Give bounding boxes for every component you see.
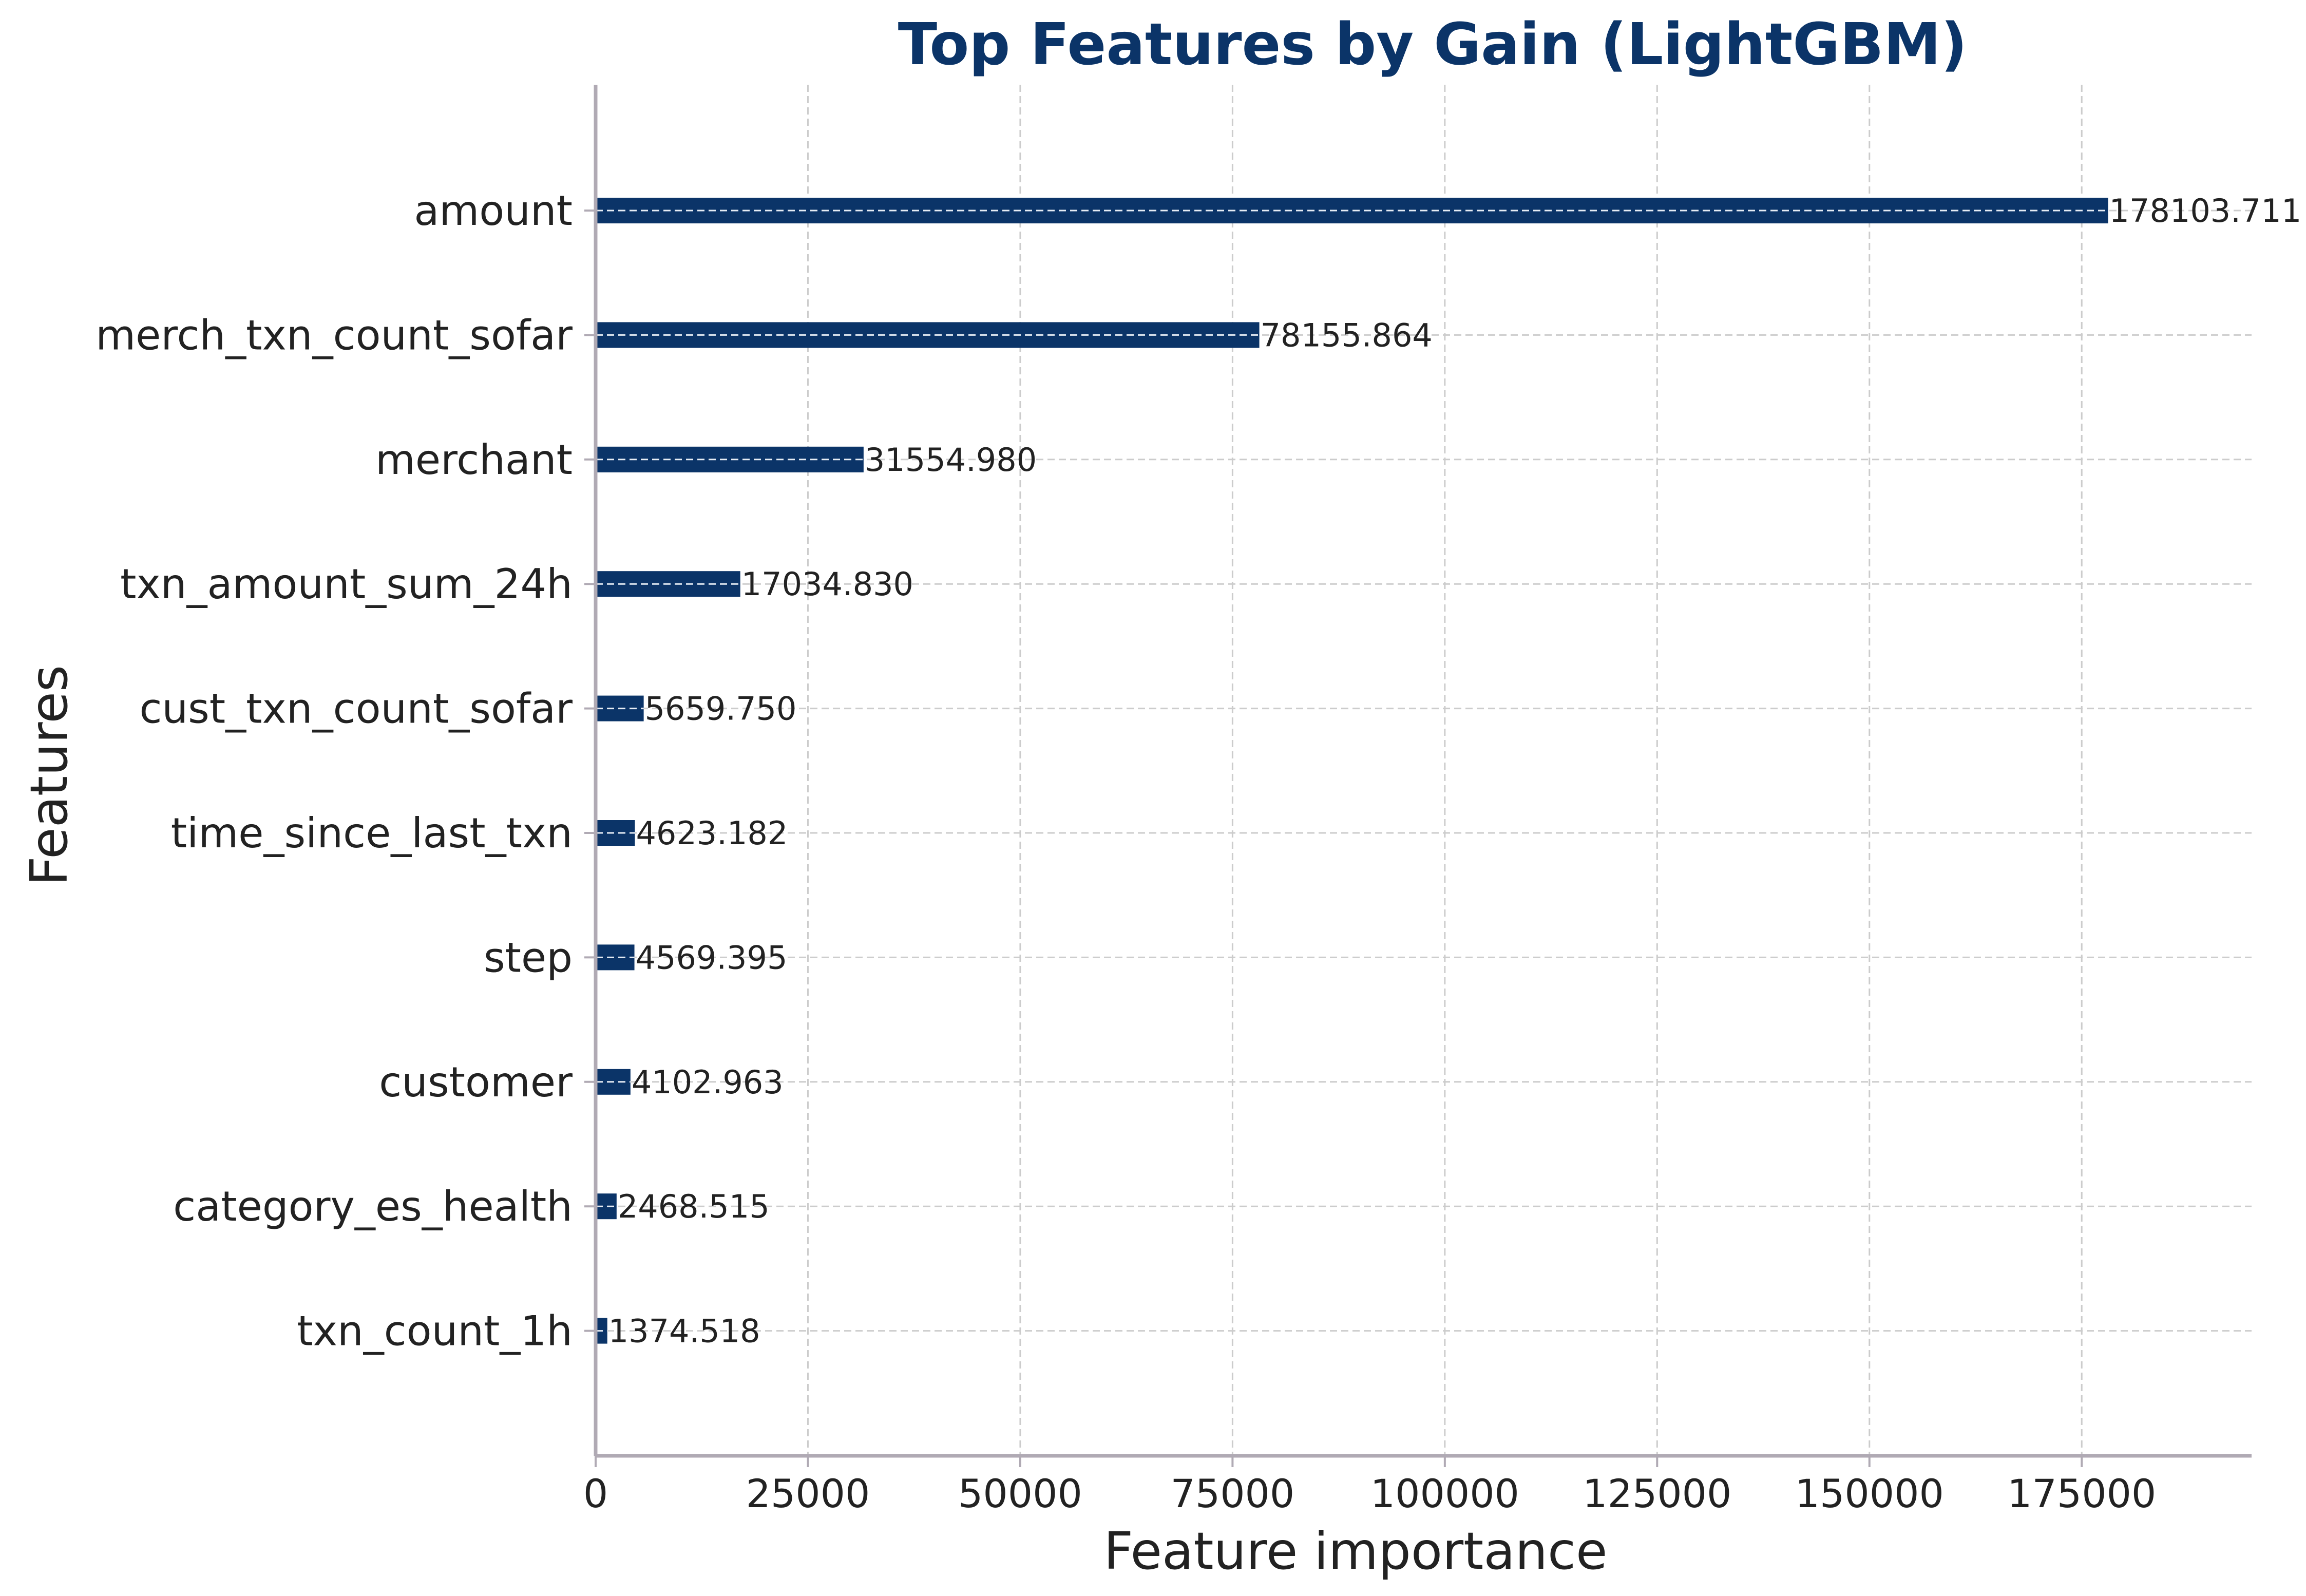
y-tick-label: txn_amount_sum_24h <box>120 560 573 608</box>
y-tick-labels: amount merch_txn_count_sofar merchant txn_a… <box>96 187 573 1355</box>
y-tick-label: cust_txn_count_sofar <box>139 685 573 733</box>
y-tick-label: customer <box>379 1058 573 1106</box>
bar <box>596 446 864 472</box>
data-label: 4102.963 <box>632 1063 784 1101</box>
axes <box>584 85 2252 1467</box>
data-label: 2468.515 <box>618 1188 770 1225</box>
data-labels: 178103.711 78155.864 31554.980 17034.830 565… <box>608 192 2302 1350</box>
data-label: 31554.980 <box>865 441 1037 479</box>
data-label: 4569.395 <box>636 939 788 976</box>
y-tick-label: merch_txn_count_sofar <box>96 311 573 359</box>
data-label: 17034.830 <box>741 565 913 603</box>
y-axis-title: Features <box>19 665 79 886</box>
data-label: 178103.711 <box>2109 192 2302 230</box>
data-label: 1374.518 <box>608 1313 760 1350</box>
x-tick-labels: 0 25000 50000 75000 100000 125000 150000 175000 <box>583 1471 2156 1516</box>
x-tick-label: 150000 <box>1795 1471 1944 1516</box>
x-tick-label: 175000 <box>2007 1471 2156 1516</box>
x-tick-label: 75000 <box>1170 1471 1294 1516</box>
y-tick-label: time_since_last_txn <box>171 809 573 857</box>
bar-overlay-grid-lines <box>596 210 2108 1332</box>
chart-title: Top Features by Gain (LightGBM) <box>898 11 1967 78</box>
data-label: 5659.750 <box>645 690 797 728</box>
y-tick-label: amount <box>414 187 573 235</box>
x-tick-label: 25000 <box>746 1471 870 1516</box>
x-tick-label: 50000 <box>958 1471 1082 1516</box>
bars <box>596 198 2108 1344</box>
x-tick-label: 0 <box>583 1471 608 1516</box>
x-tick-label: 125000 <box>1583 1471 1731 1516</box>
data-label: 78155.864 <box>1261 316 1433 354</box>
y-tick-label: category_es_health <box>173 1183 573 1230</box>
y-tick-label: txn_count_1h <box>297 1307 573 1355</box>
x-tick-label: 100000 <box>1370 1471 1519 1516</box>
data-label: 4623.182 <box>636 814 788 852</box>
x-axis-title: Feature importance <box>1103 1521 1607 1581</box>
y-tick-label: step <box>484 934 573 981</box>
y-tick-label: merchant <box>375 436 573 484</box>
